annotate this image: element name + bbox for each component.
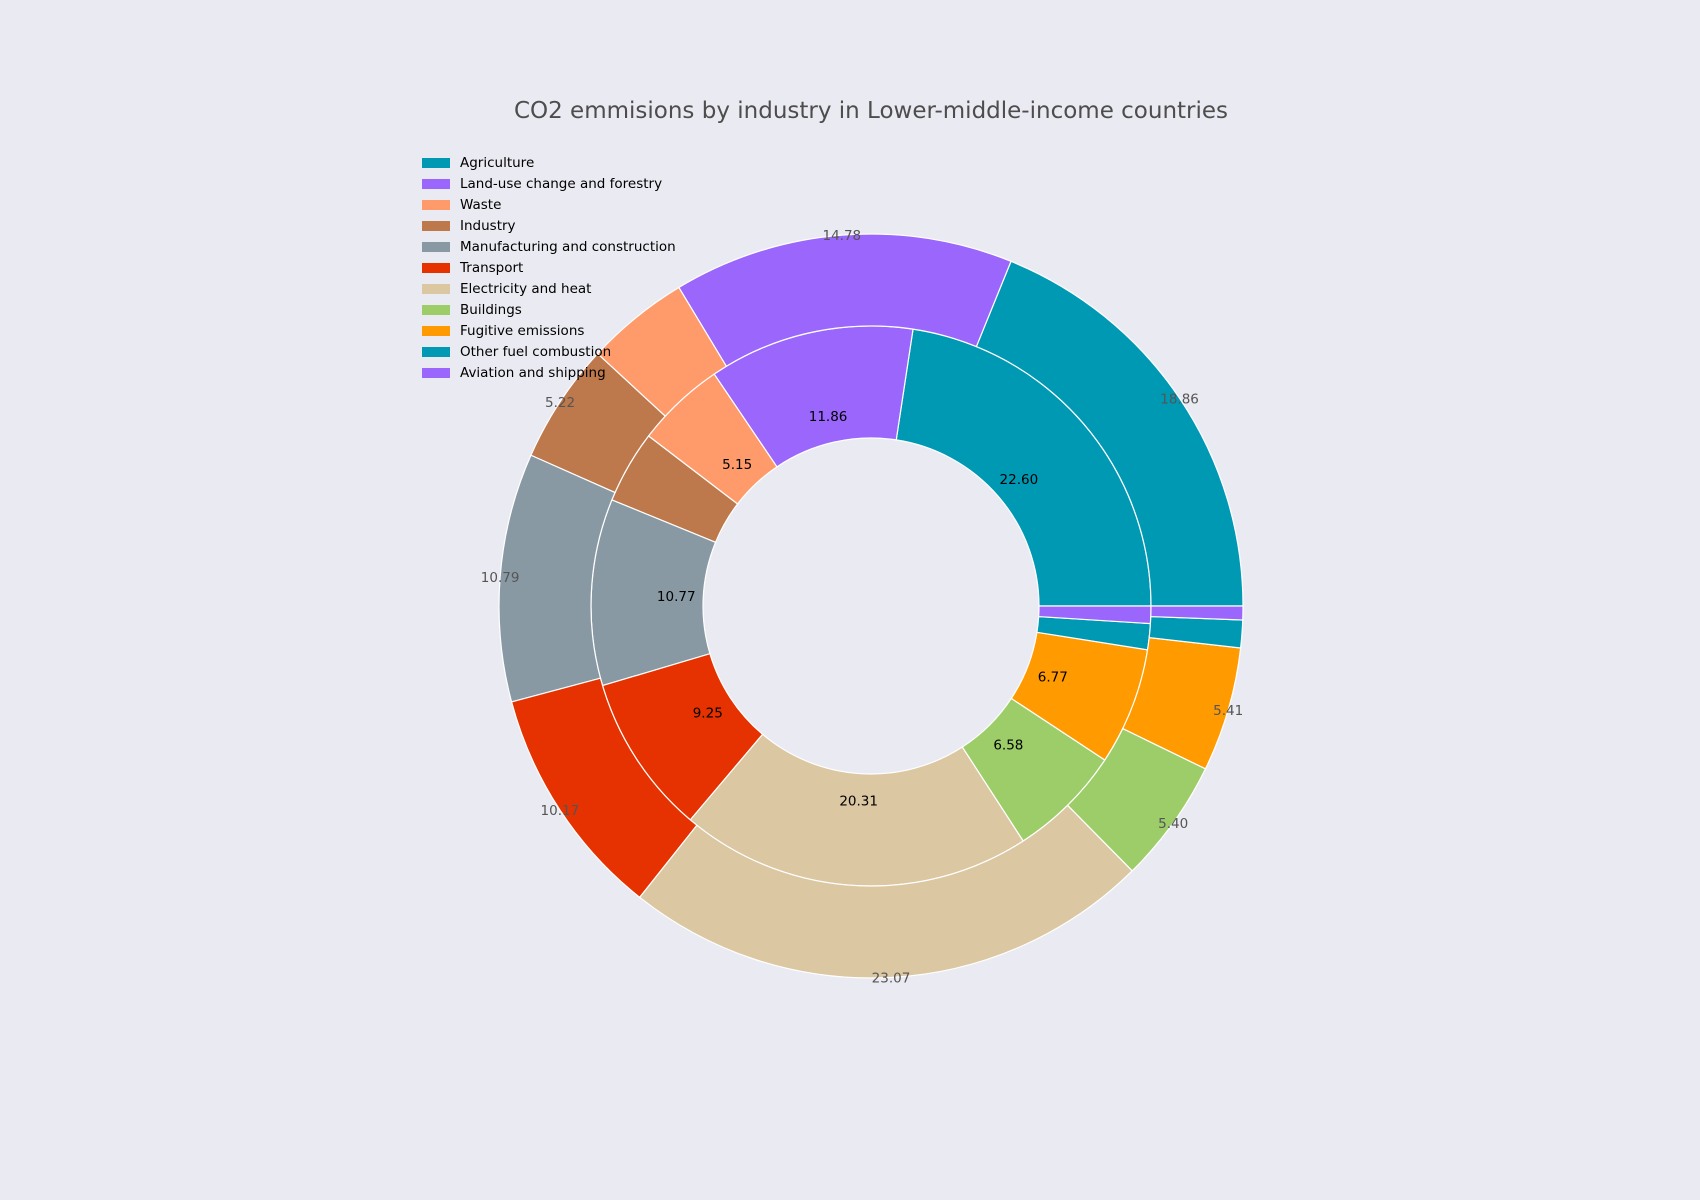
legend-item-waste[interactable]: Waste — [422, 194, 676, 215]
inner-label-buildings: 6.58 — [993, 737, 1023, 753]
legend-item-other-fuel-combustion[interactable]: Other fuel combustion — [422, 341, 676, 362]
legend-swatch — [422, 199, 450, 210]
legend-swatch — [422, 367, 450, 378]
inner-label-land-use-change-and-forestry: 11.86 — [809, 409, 848, 425]
chart-title: CO2 emmisions by industry in Lower-middl… — [513, 98, 1229, 124]
legend-item-land-use-change-and-forestry[interactable]: Land-use change and forestry — [422, 173, 676, 194]
legend-swatch — [422, 178, 450, 189]
legend-label: Industry — [460, 217, 516, 234]
legend-label: Manufacturing and construction — [460, 238, 676, 255]
inner-ring-labels: 22.60 11.86 5.15 10.77 9.25 20.31 6.58 6.77 — [657, 409, 1068, 810]
legend-label: Buildings — [460, 301, 522, 318]
outer-label-fugitive-emissions: 5.41 — [1213, 703, 1243, 719]
inner-label-waste: 5.15 — [722, 457, 752, 473]
outer-ring — [498, 233, 1244, 979]
inner-label-agriculture: 22.60 — [1000, 472, 1039, 488]
legend-swatch — [422, 283, 450, 294]
legend-item-transport[interactable]: Transport — [422, 257, 676, 278]
legend-label: Aviation and shipping — [460, 364, 606, 381]
legend-item-industry[interactable]: Industry — [422, 215, 676, 236]
legend-swatch — [422, 262, 450, 273]
legend-label: Other fuel combustion — [460, 343, 612, 360]
legend-swatch — [422, 346, 450, 357]
outer-label-land-use-change-and-forestry: 14.78 — [822, 228, 861, 244]
legend-swatch — [422, 325, 450, 336]
outer-label-manufacturing-and-construction: 10.79 — [481, 570, 520, 586]
legend-label: Agriculture — [460, 154, 535, 171]
outer-slice-aviation-and-shipping[interactable] — [1150, 605, 1244, 621]
legend-label: Electricity and heat — [460, 280, 592, 297]
legend-item-agriculture[interactable]: Agriculture — [422, 152, 676, 173]
outer-label-electricity-and-heat: 23.07 — [872, 970, 911, 986]
legend-label: Fugitive emissions — [460, 322, 585, 339]
inner-label-transport: 9.25 — [693, 706, 723, 722]
inner-label-manufacturing-and-construction: 10.77 — [657, 589, 696, 605]
legend-swatch — [422, 220, 450, 231]
outer-label-transport: 10.17 — [541, 803, 580, 819]
outer-ring-labels: 18.86 14.78 5.22 10.79 10.17 23.07 5.40 5.41 — [481, 228, 1243, 986]
legend-item-fugitive-emissions[interactable]: Fugitive emissions — [422, 320, 676, 341]
outer-label-industry: 5.22 — [545, 395, 575, 411]
legend-label: Waste — [460, 196, 502, 213]
legend-label: Transport — [460, 259, 524, 276]
legend-item-electricity-and-heat[interactable]: Electricity and heat — [422, 278, 676, 299]
legend-swatch — [422, 157, 450, 168]
legend-item-aviation-and-shipping[interactable]: Aviation and shipping — [422, 362, 676, 383]
outer-label-buildings: 5.40 — [1158, 816, 1188, 832]
legend-swatch — [422, 304, 450, 315]
legend-item-buildings[interactable]: Buildings — [422, 299, 676, 320]
inner-label-electricity-and-heat: 20.31 — [839, 794, 878, 810]
legend-item-manufacturing-and-construction[interactable]: Manufacturing and construction — [422, 236, 676, 257]
outer-label-agriculture: 18.86 — [1160, 391, 1199, 407]
legend-swatch — [422, 241, 450, 252]
legend-label: Land-use change and forestry — [460, 175, 663, 192]
legend: Agriculture Land-use change and forestry W… — [422, 152, 676, 383]
inner-label-fugitive-emissions: 6.77 — [1038, 669, 1068, 685]
